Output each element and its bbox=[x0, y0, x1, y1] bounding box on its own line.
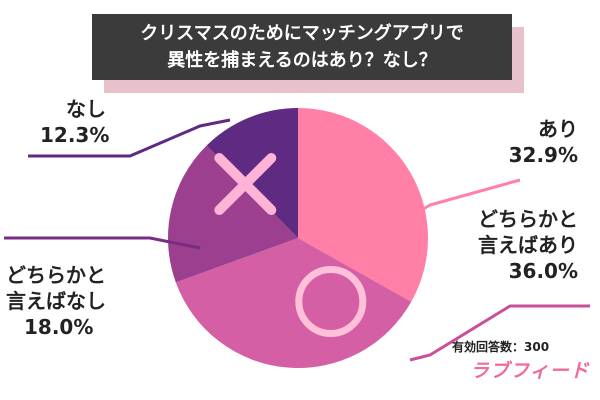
label-dochira-ari: どちらかと 言えばあり 36.0% bbox=[430, 206, 578, 284]
label-nashi: なし 12.3% bbox=[26, 96, 146, 148]
label-dochira-ari-line2: 言えばあり bbox=[478, 233, 578, 257]
leader-line-nashi bbox=[28, 118, 231, 158]
label-dochira-ari-value: 36.0% bbox=[508, 259, 578, 283]
leader-line-ari bbox=[371, 178, 521, 242]
chart-title: クリスマスのためにマッチングアプリで 異性を捕まえるのはあり？なし？ bbox=[92, 14, 512, 80]
label-dochira-nashi-value: 18.0% bbox=[24, 315, 94, 339]
label-ari-name: あり bbox=[538, 117, 578, 141]
leader-line-dochira-nashi bbox=[4, 236, 201, 250]
slice-dochira-ari bbox=[175, 238, 412, 368]
slice-dochira-nashi bbox=[168, 145, 298, 283]
label-dochira-ari-line1: どちらかと bbox=[478, 207, 578, 231]
label-ari-value: 32.9% bbox=[508, 143, 578, 167]
title-line-1: クリスマスのためにマッチングアプリで bbox=[140, 23, 464, 44]
cross-icon bbox=[214, 153, 277, 216]
label-dochira-nashi-line2: 言えばなし bbox=[6, 289, 106, 313]
circle-icon bbox=[295, 266, 367, 337]
leader-line-dochira-ari bbox=[409, 304, 590, 362]
label-dochira-nashi-line1: どちらかと bbox=[6, 263, 106, 287]
label-ari: あり 32.9% bbox=[438, 116, 578, 168]
title-line-2: 異性を捕まえるのはあり？なし？ bbox=[167, 50, 437, 71]
label-dochira-nashi: どちらかと 言えばなし 18.0% bbox=[6, 262, 156, 340]
brand-logo: ラブフィード bbox=[470, 360, 590, 382]
sample-size: 有効回答数：300 bbox=[452, 340, 550, 354]
label-nashi-value: 12.3% bbox=[40, 123, 110, 147]
slice-ari bbox=[298, 108, 428, 302]
label-nashi-name: なし bbox=[66, 97, 106, 121]
